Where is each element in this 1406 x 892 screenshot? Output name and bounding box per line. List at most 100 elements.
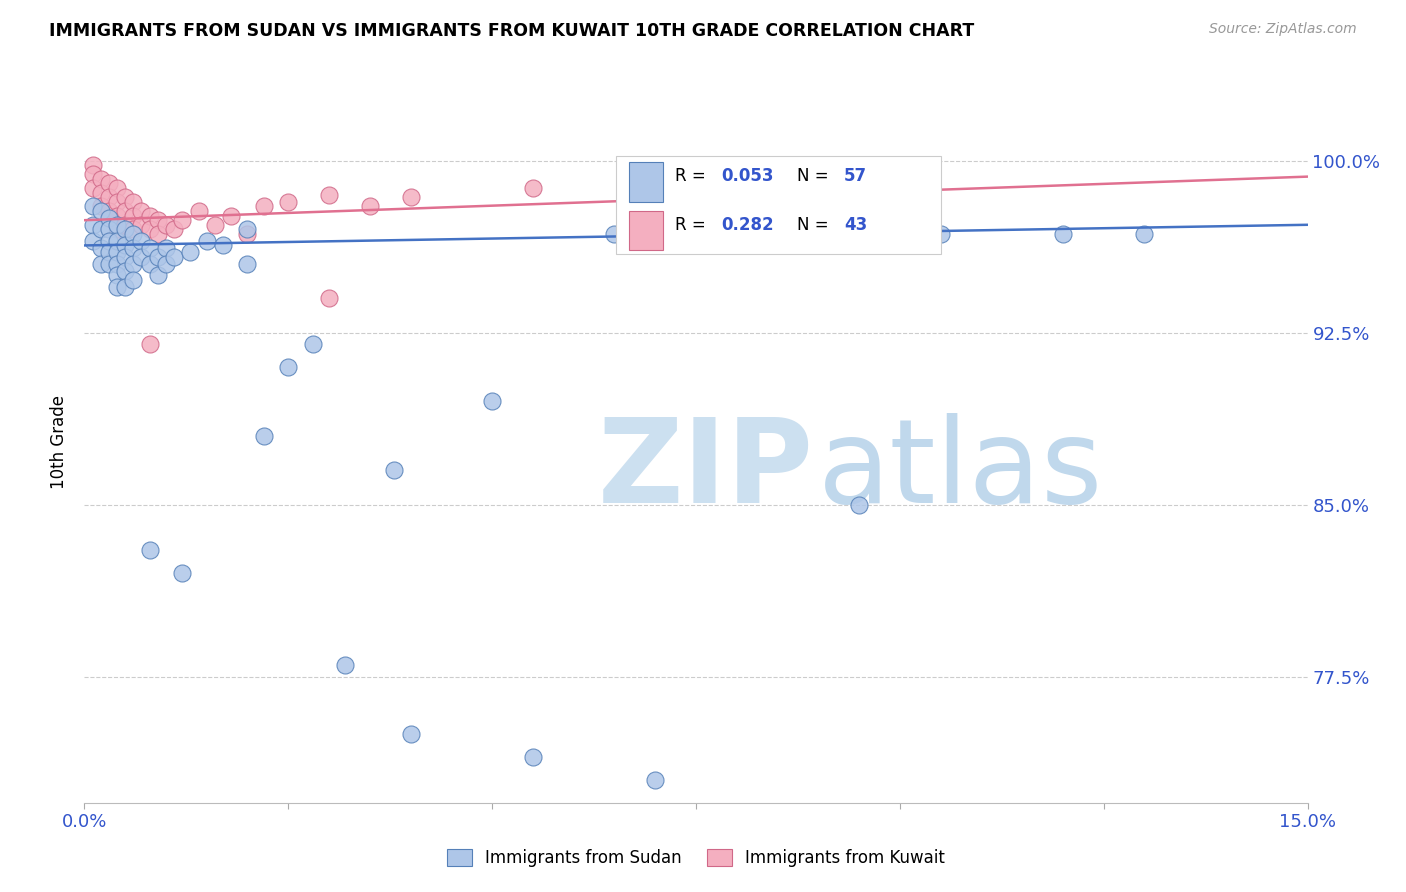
Point [644,772,666,787]
Point [522,750,544,764]
Point [155,218,177,232]
Point [219,209,242,223]
FancyBboxPatch shape [616,156,941,253]
Point [122,241,145,255]
Point [382,463,405,477]
Point [889,158,911,172]
Text: 43: 43 [844,216,868,234]
Point [82,234,104,248]
Text: N =: N = [797,216,834,234]
Point [105,222,128,236]
Point [114,250,136,264]
Point [138,337,160,351]
Point [1052,227,1074,241]
Point [105,209,128,223]
Point [277,194,299,209]
Point [82,167,104,181]
Point [105,279,128,293]
Point [253,199,276,213]
Point [105,268,128,283]
Point [90,199,112,213]
Point [114,218,136,232]
Point [318,291,340,305]
Point [90,222,112,236]
Point [187,204,209,219]
Point [131,250,153,264]
Point [138,209,160,223]
Point [114,190,136,204]
Point [97,245,120,260]
Text: N =: N = [797,167,834,186]
Point [131,204,153,219]
Point [114,238,136,252]
Point [301,337,323,351]
Point [603,227,626,241]
Point [90,241,112,255]
Point [1133,227,1156,241]
Point [105,181,128,195]
Point [253,429,276,443]
Bar [628,211,664,251]
Point [335,658,357,673]
Point [105,257,128,271]
Point [146,227,169,241]
Point [163,222,186,236]
Point [97,257,120,271]
Point [236,257,259,271]
Point [212,238,235,252]
Point [318,188,340,202]
Point [155,257,177,271]
Point [122,273,145,287]
Point [163,250,186,264]
Point [146,250,169,264]
Point [146,213,169,227]
Point [105,194,128,209]
Text: R =: R = [675,216,711,234]
Text: ZIP: ZIP [598,413,814,528]
Point [131,218,153,232]
Point [105,245,128,260]
Point [114,279,136,293]
Point [122,257,145,271]
Point [929,227,952,241]
Point [105,234,128,248]
Point [105,218,128,232]
Point [644,177,666,191]
Point [97,222,120,236]
Text: 0.053: 0.053 [721,167,775,186]
Point [90,172,112,186]
Point [114,204,136,219]
Point [179,245,201,260]
Point [97,190,120,204]
Point [146,268,169,283]
Point [90,186,112,200]
Point [138,222,160,236]
Point [122,227,145,241]
Point [114,222,136,236]
Point [236,222,259,236]
Point [155,241,177,255]
Point [725,227,748,241]
Point [172,213,194,227]
Text: 57: 57 [844,167,868,186]
Point [97,177,120,191]
Point [122,209,145,223]
Point [114,263,136,277]
Point [138,543,160,558]
Point [82,218,104,232]
Point [204,218,226,232]
Point [82,158,104,172]
Point [359,199,381,213]
Point [399,727,422,741]
Point [399,190,422,204]
Point [131,234,153,248]
Text: 0.282: 0.282 [721,216,775,234]
Point [138,257,160,271]
Text: R =: R = [675,167,711,186]
Point [122,222,145,236]
Point [522,181,544,195]
Point [97,204,120,219]
Bar [628,161,664,202]
Legend: Immigrants from Sudan, Immigrants from Kuwait: Immigrants from Sudan, Immigrants from K… [440,842,952,874]
Point [766,165,789,179]
